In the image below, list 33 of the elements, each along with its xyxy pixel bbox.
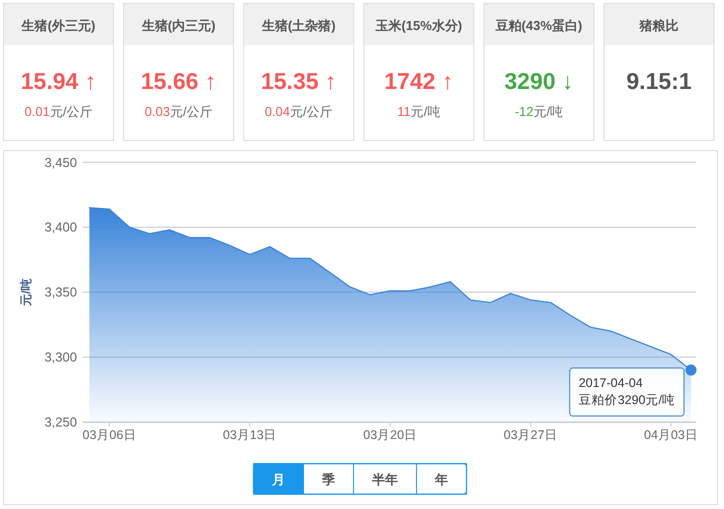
text: 豆粕(43%蛋白) bbox=[494, 18, 582, 33]
text: 生猪(内三元) bbox=[140, 18, 216, 33]
x-tick-label: 03月13日 bbox=[222, 428, 277, 442]
y-axis-title: 元/吨 bbox=[19, 278, 33, 307]
text: 猪粮比 bbox=[638, 18, 678, 33]
x-tick-label: 03月06日 bbox=[82, 428, 136, 442]
text: 0.03元/公斤 bbox=[144, 104, 213, 119]
text: 玉米(15%水分) bbox=[374, 18, 462, 33]
y-tick-label: 3,400 bbox=[44, 220, 77, 235]
text: 季 bbox=[321, 472, 335, 487]
x-tick-label: 04月03日 bbox=[644, 428, 698, 442]
text: 15.66 ↑ bbox=[140, 68, 216, 94]
text: 9.15:1 bbox=[626, 68, 692, 94]
text: 半年 bbox=[371, 472, 398, 487]
text: 生猪(土杂猪) bbox=[260, 18, 336, 33]
text: -12元/吨 bbox=[514, 104, 564, 119]
text: 0.01元/公斤 bbox=[24, 104, 92, 119]
text: 年 bbox=[434, 472, 448, 487]
y-tick-label: 3,350 bbox=[44, 284, 77, 300]
x-tick-label: 03月27日 bbox=[504, 428, 558, 442]
text: 月 bbox=[271, 472, 285, 487]
y-tick-label: 3,250 bbox=[44, 414, 77, 430]
y-tick-label: 3,450 bbox=[44, 154, 77, 170]
text: 3290 ↓ bbox=[504, 68, 574, 94]
annotation: 2017-04-04 豆粕价3290元/吨 bbox=[578, 376, 675, 408]
text: 0.04元/公斤 bbox=[264, 104, 333, 119]
y-tick-label: 3,300 bbox=[44, 350, 77, 365]
text: 15.35 ↑ bbox=[260, 68, 336, 94]
x-tick-label: 03月20日 bbox=[363, 428, 418, 442]
text: 1742 ↑ bbox=[384, 68, 454, 94]
text: 生猪(外三元) bbox=[20, 18, 96, 33]
text: 11元/吨 bbox=[397, 104, 440, 119]
text: 15.94 ↑ bbox=[20, 68, 96, 94]
